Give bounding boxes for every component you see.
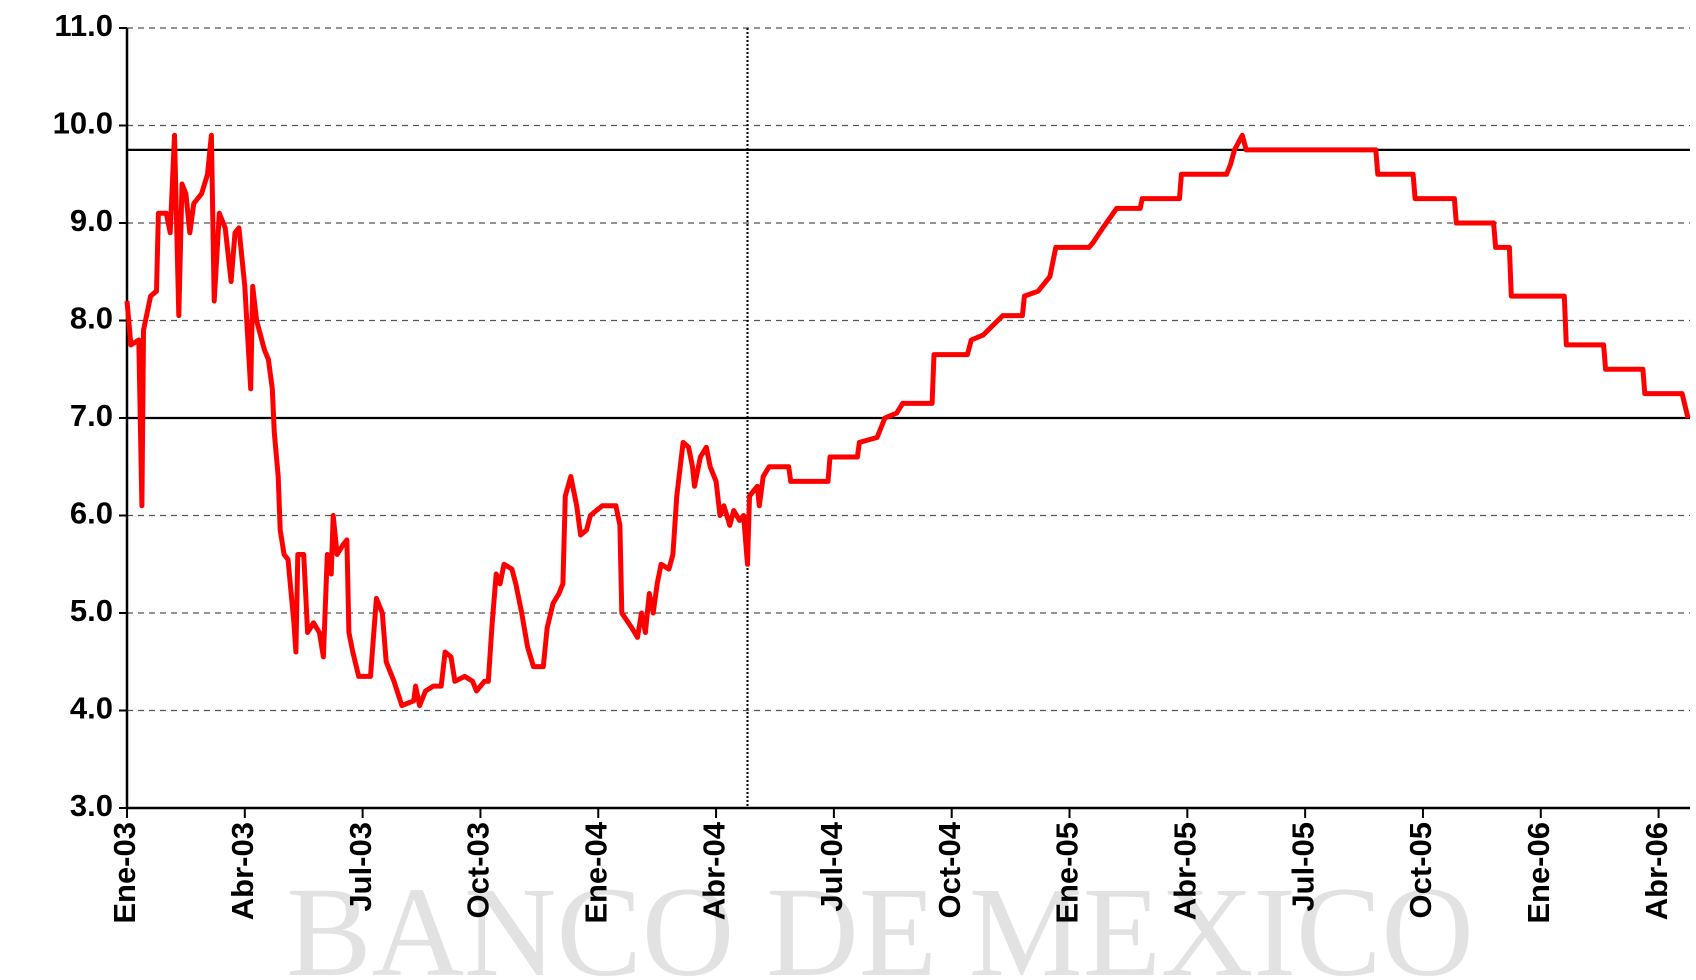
x-tick-label: Ene-04: [578, 821, 613, 923]
x-tick-label: Ene-03: [107, 822, 142, 924]
y-tick-label: 5.0: [70, 593, 113, 628]
x-tick-label: Oct-05: [1403, 822, 1438, 918]
y-tick-label: 10.0: [53, 106, 113, 141]
data-line: [124, 132, 1691, 709]
x-tick-label: Abr-04: [696, 821, 731, 920]
x-tick-label: Abr-06: [1639, 822, 1674, 920]
y-tick-label: 9.0: [70, 203, 113, 238]
x-tick-label: Jul-04: [814, 821, 849, 911]
x-tick-label: Ene-05: [1050, 822, 1085, 924]
watermark: BANCO DE MEXICO: [286, 861, 1474, 980]
y-tick-label: 4.0: [70, 691, 113, 726]
x-tick-label: Abr-03: [225, 822, 260, 920]
x-tick-label: Abr-05: [1168, 822, 1203, 920]
y-tick-label: 11.0: [54, 8, 113, 43]
y-tick-label: 8.0: [70, 301, 113, 336]
y-tick-label: 3.0: [70, 788, 113, 823]
x-tick-label: Jul-05: [1285, 822, 1320, 912]
x-tick-label: Oct-03: [461, 822, 496, 918]
y-tick-label: 7.0: [70, 398, 113, 433]
x-tick-label: Ene-06: [1521, 822, 1556, 924]
x-tick-label: Oct-04: [932, 821, 967, 918]
y-tick-label: 6.0: [70, 496, 113, 531]
x-tick-label: Jul-03: [343, 822, 378, 912]
